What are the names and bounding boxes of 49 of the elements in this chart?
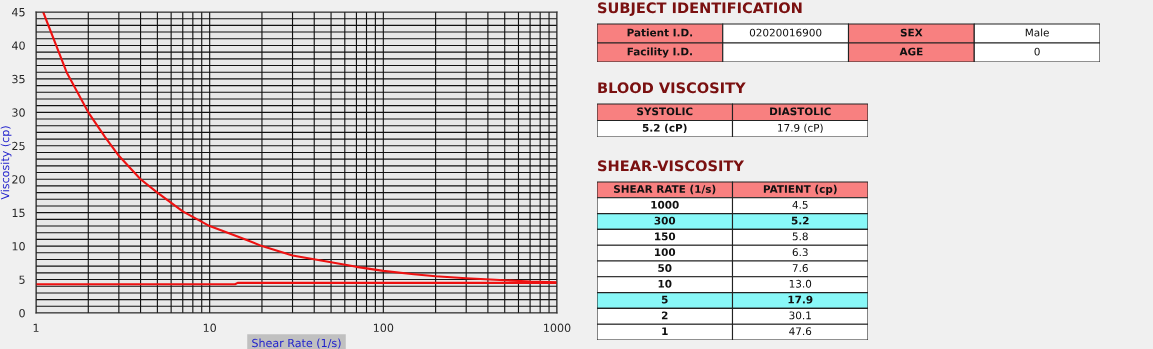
y-tick-label: 45 [11, 8, 25, 17]
text: 17.9 (cP) [778, 123, 823, 133]
text: 2 [661, 311, 668, 320]
text: 100 [655, 248, 676, 257]
text: 300 [654, 216, 676, 225]
text: 0 [1034, 47, 1040, 56]
y-tick-label: 10 [12, 242, 25, 251]
y-tick-label: 5 [19, 275, 25, 284]
text: Male [1025, 28, 1049, 37]
text: 17.9 [788, 295, 813, 304]
y-tick-label: 40 [11, 41, 25, 50]
y-tick-label: 30 [12, 108, 25, 117]
y-tick-label: 20 [12, 175, 25, 184]
y-tick-label: 25 [12, 141, 25, 151]
y-tick-label: 35 [12, 74, 25, 84]
text: 5.2 [791, 216, 809, 225]
text: Patient I.D. [627, 28, 693, 37]
text: 5 [661, 295, 668, 304]
text: 30.1 [789, 311, 811, 320]
category-label: SHEAR RATE (1/s) [614, 184, 716, 195]
text: AGE [899, 47, 923, 56]
x-axis-title: Shear Rate (1/s) [252, 338, 341, 349]
text: 5.8 [792, 232, 808, 241]
x-tick-label: 1 [33, 323, 39, 332]
y-axis-title: Viscosity (cp) [0, 126, 12, 200]
text: 1000 [651, 200, 679, 209]
category-label: SYSTOLIC [637, 107, 693, 116]
category-label: PATIENT (cp) [763, 184, 837, 195]
text: SHEAR-VISCOSITY [598, 160, 745, 172]
text: 4.5 [792, 200, 808, 209]
x-tick-label: 100 [373, 323, 394, 333]
text: 50 [658, 264, 672, 272]
text: 5.2 (cP) [642, 123, 687, 133]
category-label: DIASTOLIC [770, 107, 831, 116]
text: 6.3 [792, 248, 808, 257]
text: Facility I.D. [627, 47, 692, 58]
text: SEX [900, 28, 923, 37]
text: 10 [658, 279, 672, 288]
text: 13.0 [789, 279, 812, 288]
text: 47.6 [789, 327, 812, 336]
text: SUBJECT IDENTIFICATION [598, 2, 802, 16]
text: 150 [655, 232, 676, 241]
x-tick-label: 10 [203, 323, 216, 333]
y-tick-label: 15 [12, 208, 25, 218]
text: BLOOD VISCOSITY [598, 82, 746, 94]
text: 02020016900 [749, 28, 822, 37]
text: 7.6 [792, 264, 808, 272]
y-tick-label: 0 [19, 308, 25, 318]
x-tick-label: 1000 [544, 323, 571, 333]
